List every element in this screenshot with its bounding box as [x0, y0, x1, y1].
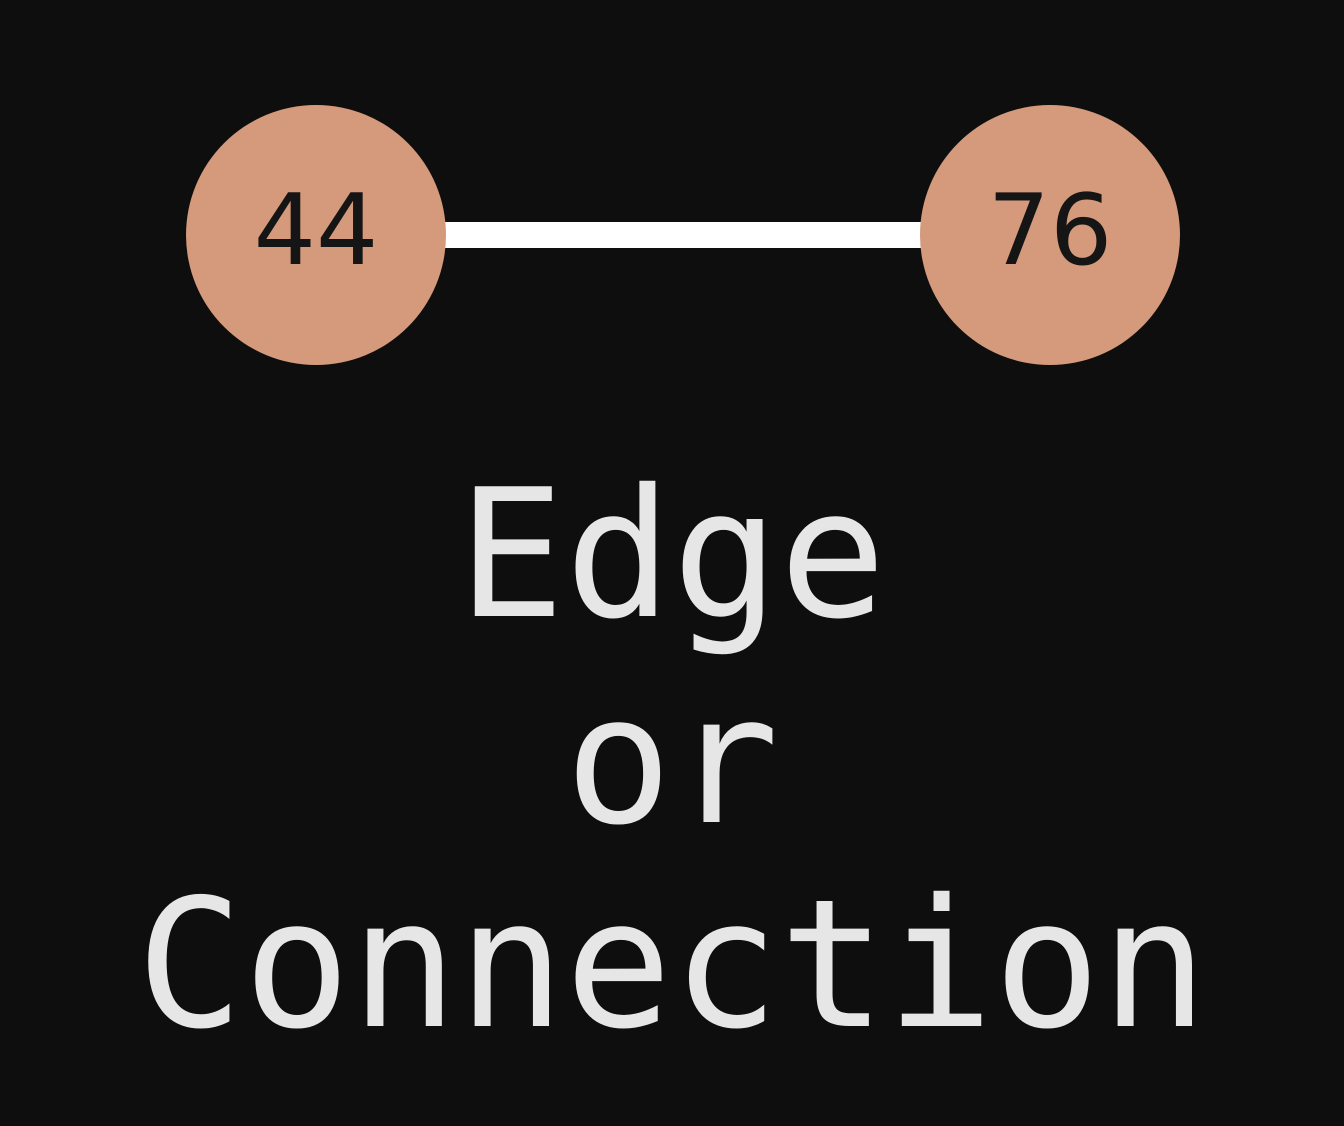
- caption-line-edge: Edge: [457, 451, 887, 658]
- caption-line-connection: Connection: [136, 861, 1208, 1068]
- node-44: 44: [186, 105, 446, 365]
- node-76-label: 76: [988, 174, 1113, 288]
- node-76-circle: [920, 105, 1180, 365]
- caption-line-or: or: [564, 657, 780, 864]
- node-44-label: 44: [254, 174, 379, 288]
- node-76: 76: [920, 105, 1180, 365]
- node-44-circle: [186, 105, 446, 365]
- graph-diagram: 44 76: [186, 105, 1180, 365]
